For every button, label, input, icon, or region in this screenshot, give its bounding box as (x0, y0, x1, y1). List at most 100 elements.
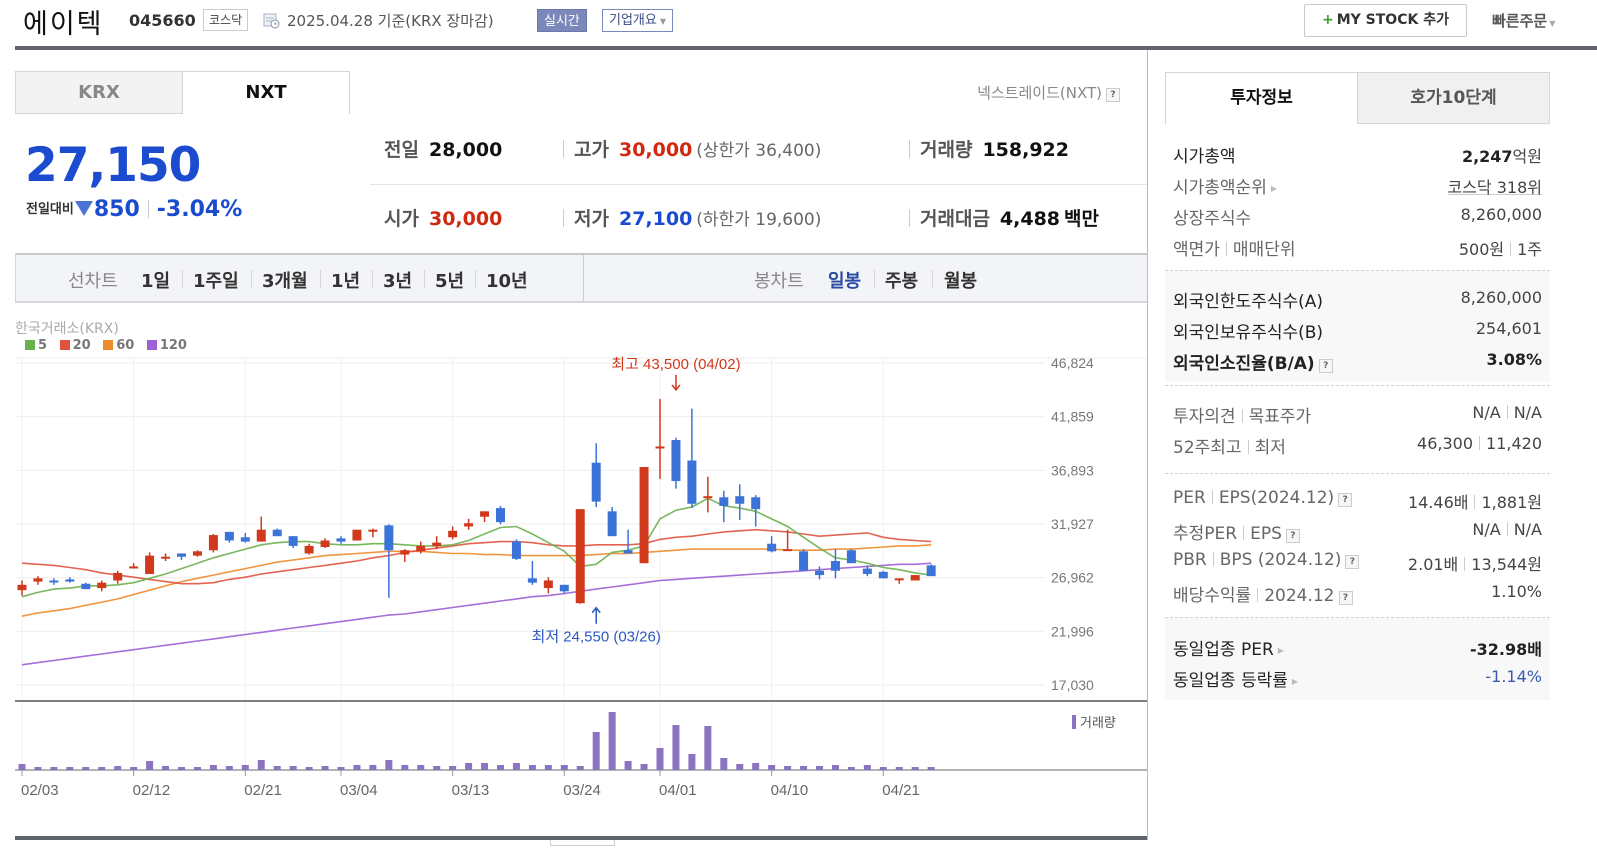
realtime-button[interactable]: 실시간 (537, 9, 587, 32)
period-3y[interactable]: 3년 (383, 271, 413, 292)
legend-label: 5 (38, 338, 48, 353)
row-sector-change[interactable]: 동일업종 등락률 ▶ -1.14% (1165, 662, 1550, 693)
period-monthly[interactable]: 월봉 (944, 271, 978, 292)
section-foreign: 외국인한도주식수(A) 8,260,000 외국인보유주식수(B) 254,60… (1165, 271, 1550, 382)
add-my-stock-button[interactable]: + MY STOCK 추가 (1304, 4, 1467, 37)
period-10y[interactable]: 10년 (486, 271, 528, 292)
period-weekly[interactable]: 주봉 (885, 271, 919, 292)
info-label: 상장주식수 (1173, 209, 1252, 229)
quote-panel: KRX NXT 넥스트레이드(NXT)? 27,150 전일대비 850 -3.04… (15, 50, 1147, 840)
stat-value: 30,000 (618, 139, 693, 161)
nextrade-link[interactable]: 넥스트레이드(NXT)? (977, 82, 1120, 103)
stat-volume: 거래량 158,922 (909, 135, 1069, 162)
quote-stats: 전일 28,000 고가 30,000 (상한가 36,400) 거래량 158,922… (370, 118, 1147, 260)
stat-label: 저가 (574, 208, 609, 230)
svg-text:31,927: 31,927 (1051, 516, 1094, 532)
info-value: 1.10% (1491, 582, 1542, 601)
period-5y[interactable]: 5년 (435, 271, 465, 292)
info-value[interactable]: 코스닥 318위 (1447, 178, 1542, 197)
stat-value: 158,922 (982, 139, 1069, 161)
help-icon[interactable]: ? (1345, 555, 1360, 569)
row-market-cap-rank[interactable]: 시가총액순위 ▶ 코스닥 318위 (1165, 169, 1550, 200)
divider (1479, 436, 1481, 450)
tab-nxt[interactable]: NXT (182, 71, 350, 114)
legend-ma20: 20 (59, 338, 91, 353)
info-label: 외국인보유주식수(B) (1173, 323, 1324, 343)
panel-divider (1147, 50, 1148, 840)
divider (909, 209, 910, 227)
divider (1506, 522, 1508, 536)
divider (563, 209, 564, 227)
dashed-divider (1165, 473, 1550, 474)
svg-text:26,962: 26,962 (1051, 570, 1094, 586)
change-percent: -3.04% (156, 197, 243, 222)
row-est-per-eps: 추정PER EPS? N/A N/A (1165, 515, 1550, 546)
svg-text:21,996: 21,996 (1051, 623, 1094, 639)
period-1y[interactable]: 1년 (331, 271, 361, 292)
legend-ma5: 5 (25, 338, 47, 353)
price-chart[interactable]: 46,824 41,859 36,893 31,927 26,962 21,996 17,0… (15, 318, 1147, 858)
lower-limit: (하한가 19,600) (696, 210, 822, 230)
legend-swatch (146, 340, 157, 350)
current-price: 27,150 (25, 138, 201, 193)
exchange-label: 한국거래소(KRX) (15, 321, 119, 337)
period-1d[interactable]: 1일 (141, 271, 171, 292)
info-value: 2,247억원 (1462, 143, 1542, 167)
tab-order-book[interactable]: 호가10단계 (1357, 72, 1550, 124)
info-label: 외국인한도주식수(A) (1173, 292, 1324, 312)
help-icon[interactable]: ? (1285, 529, 1300, 543)
tab-krx[interactable]: KRX (15, 71, 183, 114)
help-icon[interactable]: ? (1338, 591, 1353, 605)
help-icon[interactable]: ? (1338, 493, 1353, 507)
scroll-handle[interactable] (550, 840, 615, 846)
info-value-b: 11,420 (1486, 434, 1542, 453)
caret-right-icon: ▶ (1270, 184, 1277, 193)
stat-label: 시가 (384, 208, 419, 230)
row-par-value: 액면가 매매단위 500원 1주 (1165, 231, 1550, 262)
legend-label: 60 (116, 338, 135, 353)
help-icon[interactable]: ? (1106, 88, 1120, 102)
tab-invest-info[interactable]: 투자정보 (1165, 72, 1358, 124)
quick-order-button[interactable]: 빠른주문 ▼ (1492, 10, 1555, 31)
info-label-a: 액면가 (1173, 240, 1220, 260)
chart-period-bar: 선차트 1일 1주일 3개월 1년 3년 5년 10년 봉차트 일봉 주봉 월봉 (15, 253, 1147, 303)
row-market-cap: 시가총액 2,247억원 (1165, 138, 1550, 169)
legend-label: 20 (72, 338, 91, 353)
section-sector: 동일업종 PER ▶ -32.98배 동일업종 등락률 ▶ -1.14% (1165, 618, 1550, 700)
stat-open: 시가 30,000 (384, 204, 502, 231)
info-label: 52주최고 최저 (1173, 433, 1286, 458)
info-label-a: PER (1173, 488, 1206, 508)
info-label-a: 추정PER (1173, 524, 1238, 544)
row-sector-per[interactable]: 동일업종 PER ▶ -32.98배 (1165, 631, 1550, 662)
info-label: 배당수익률 2024.12? (1173, 581, 1353, 606)
period-1w[interactable]: 1주일 (193, 271, 239, 292)
divider (1506, 405, 1508, 419)
info-value: 2.01배 13,544원 (1408, 551, 1542, 575)
change-label: 전일대비 (26, 202, 74, 217)
company-overview-label: 기업개요 (609, 13, 657, 28)
company-overview-button[interactable]: 기업개요 ▼ (602, 9, 673, 32)
period-3m[interactable]: 3개월 (262, 271, 308, 292)
divider (874, 270, 875, 288)
info-label-a: 배당수익률 (1173, 586, 1252, 606)
divider (1212, 552, 1214, 566)
dashed-divider (1165, 385, 1550, 386)
plus-icon: + (1322, 12, 1334, 28)
market-cap-unit: 억원 (1512, 147, 1542, 166)
help-icon[interactable]: ? (1318, 359, 1333, 373)
svg-text:최저 24,550 (03/26): 최저 24,550 (03/26) (532, 629, 661, 646)
period-daily[interactable]: 일봉 (828, 271, 862, 292)
svg-text:거래량: 거래량 (1080, 715, 1116, 730)
section-valuation: PER EPS(2024.12)? 14.46배 1,881원 추정PER EPS? … (1165, 484, 1550, 608)
info-label-b: 목표주가 (1248, 407, 1312, 427)
svg-text:최고 43,500 (04/02): 최고 43,500 (04/02) (611, 356, 740, 373)
candlestick-chart[interactable]: 46,824 41,859 36,893 31,927 26,962 21,996 17,0… (15, 318, 1147, 858)
line-chart-label: 선차트 (68, 271, 118, 292)
info-label-a: 투자의견 (1173, 407, 1236, 427)
info-label: 시가총액 (1173, 147, 1236, 167)
divider (147, 200, 149, 218)
info-label-text: 동일업종 PER (1173, 640, 1274, 660)
svg-text:04/10: 04/10 (771, 782, 809, 799)
info-label: 시가총액순위 ▶ (1173, 173, 1277, 198)
divider (1241, 409, 1243, 423)
